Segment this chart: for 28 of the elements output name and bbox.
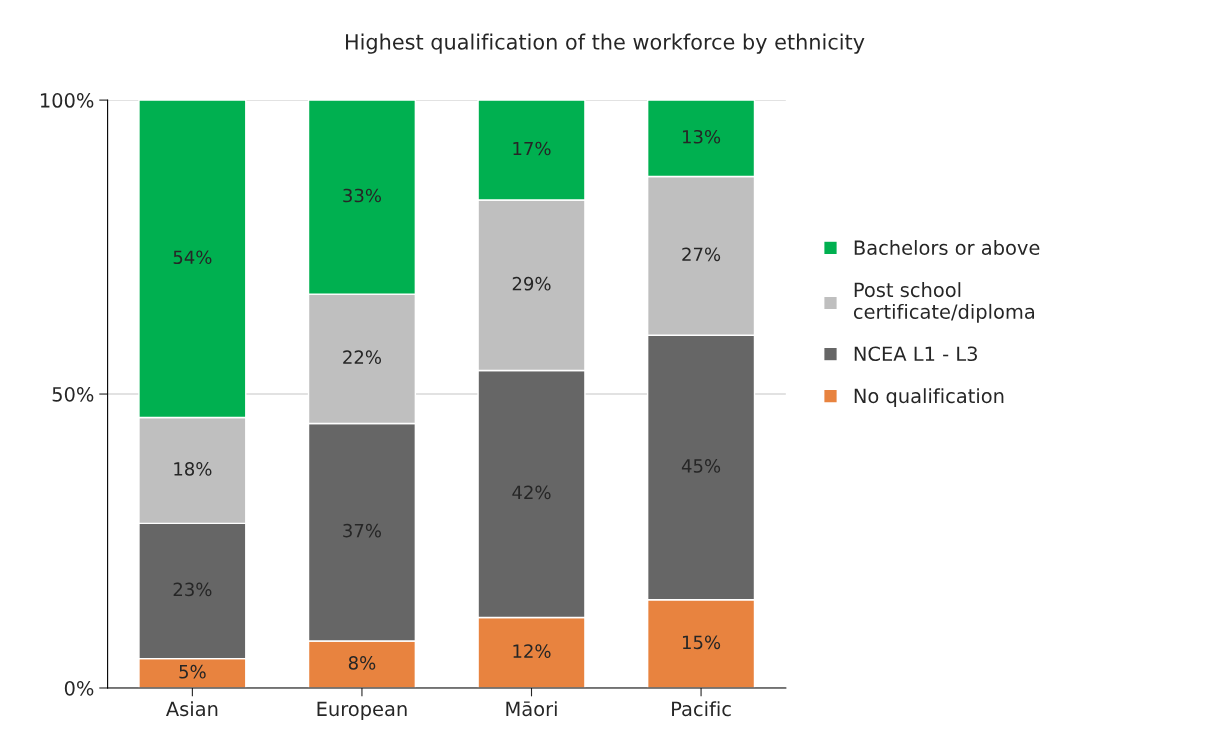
data-label: 45% bbox=[681, 459, 721, 473]
data-label: 27% bbox=[682, 247, 721, 262]
data-label: 23% bbox=[173, 582, 212, 597]
data-label: 17% bbox=[513, 141, 551, 156]
x-tick-label: Asian bbox=[166, 701, 218, 717]
y-tick-label: 0% bbox=[64, 680, 94, 696]
legend-label: Post school certificate/diploma bbox=[853, 282, 1035, 323]
chart-title: Highest qualification of the workforce by ethnicity bbox=[346, 33, 865, 54]
y-tick-label: 50% bbox=[52, 387, 94, 402]
x-tick-label: Pacific bbox=[672, 701, 731, 717]
x-tick-label: European bbox=[317, 701, 407, 720]
legend-label: No qualification bbox=[854, 388, 1004, 408]
data-label: 15% bbox=[682, 635, 721, 650]
y-tick-label: 100% bbox=[40, 93, 94, 108]
data-label: 8% bbox=[348, 656, 376, 670]
data-label: 54% bbox=[173, 250, 212, 265]
data-label: 22% bbox=[343, 350, 382, 365]
data-label: 42% bbox=[512, 485, 551, 500]
data-label: 29% bbox=[512, 276, 551, 291]
x-tick-label: Māori bbox=[506, 701, 557, 717]
data-label: 18% bbox=[174, 462, 212, 476]
data-label: 5% bbox=[179, 664, 206, 679]
legend-label: Bachelors or above bbox=[854, 239, 1040, 256]
data-label: 13% bbox=[682, 129, 721, 144]
data-label: 12% bbox=[513, 644, 551, 658]
data-label: 37% bbox=[343, 523, 382, 538]
legend-label: NCEA L1 - L3 bbox=[854, 346, 977, 362]
data-label: 33% bbox=[343, 188, 382, 203]
